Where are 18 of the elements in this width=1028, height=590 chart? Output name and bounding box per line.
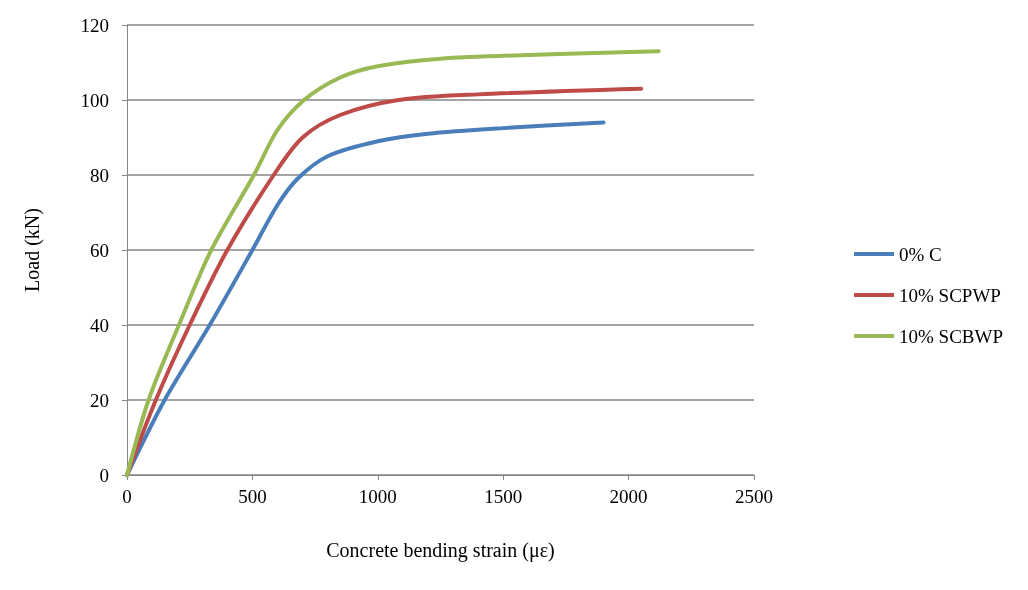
y-axis-title: Load (kN): [21, 208, 44, 292]
y-tick-label: 120: [80, 14, 109, 36]
y-tick-label: 60: [90, 239, 109, 261]
legend-label: 0% C: [899, 243, 942, 265]
y-tick-label: 80: [90, 164, 109, 186]
x-tick-label: 1000: [358, 486, 397, 507]
x-tick-label: 500: [238, 486, 267, 507]
x-tick-label: 0: [122, 486, 132, 507]
x-tick-label: 1500: [484, 486, 523, 507]
x-axis-title: Concrete bending strain (με): [326, 539, 555, 562]
y-tick-label: 0: [99, 464, 109, 486]
y-tick-label: 40: [90, 314, 109, 336]
x-tick-label: 2500: [735, 486, 773, 507]
y-tick-label: 20: [90, 389, 109, 411]
legend-label: 10% SCPWP: [899, 284, 1001, 306]
y-tick-label: 100: [80, 89, 109, 111]
x-tick-label: 2000: [609, 486, 648, 507]
legend-label: 10% SCBWP: [899, 325, 1004, 347]
